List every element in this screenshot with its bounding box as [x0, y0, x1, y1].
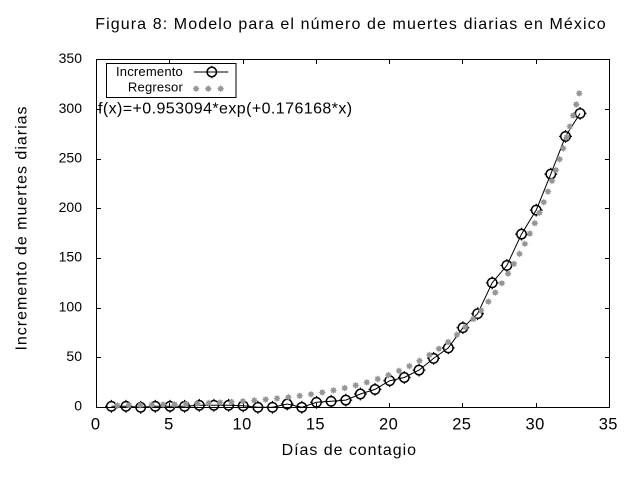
svg-text:100: 100: [59, 298, 83, 314]
svg-text:10: 10: [233, 416, 252, 434]
svg-text:30: 30: [526, 416, 545, 434]
svg-text:50: 50: [66, 348, 82, 364]
svg-text:Incremento: Incremento: [116, 64, 183, 79]
svg-text:f(x)=+0.953094*exp(+0.176168*x: f(x)=+0.953094*exp(+0.176168*x): [98, 101, 353, 118]
svg-text:35: 35: [599, 416, 618, 434]
svg-text:15: 15: [306, 416, 325, 434]
svg-text:0: 0: [91, 416, 101, 434]
svg-text:0: 0: [74, 398, 82, 414]
svg-text:200: 200: [59, 199, 83, 215]
svg-text:300: 300: [59, 100, 83, 116]
svg-text:150: 150: [59, 249, 83, 265]
svg-text:250: 250: [59, 149, 83, 165]
svg-text:Regresor: Regresor: [128, 80, 184, 95]
svg-text:Incremento de muertes diarias: Incremento de muertes diarias: [14, 105, 31, 350]
svg-text:5: 5: [164, 416, 174, 434]
svg-text:350: 350: [59, 50, 83, 66]
svg-text:Días de contagio: Días de contagio: [282, 442, 417, 459]
svg-text:20: 20: [379, 416, 398, 434]
svg-text:25: 25: [452, 416, 471, 434]
svg-text:Figura 8: Modelo para el númer: Figura 8: Modelo para el número de muert…: [95, 16, 607, 33]
